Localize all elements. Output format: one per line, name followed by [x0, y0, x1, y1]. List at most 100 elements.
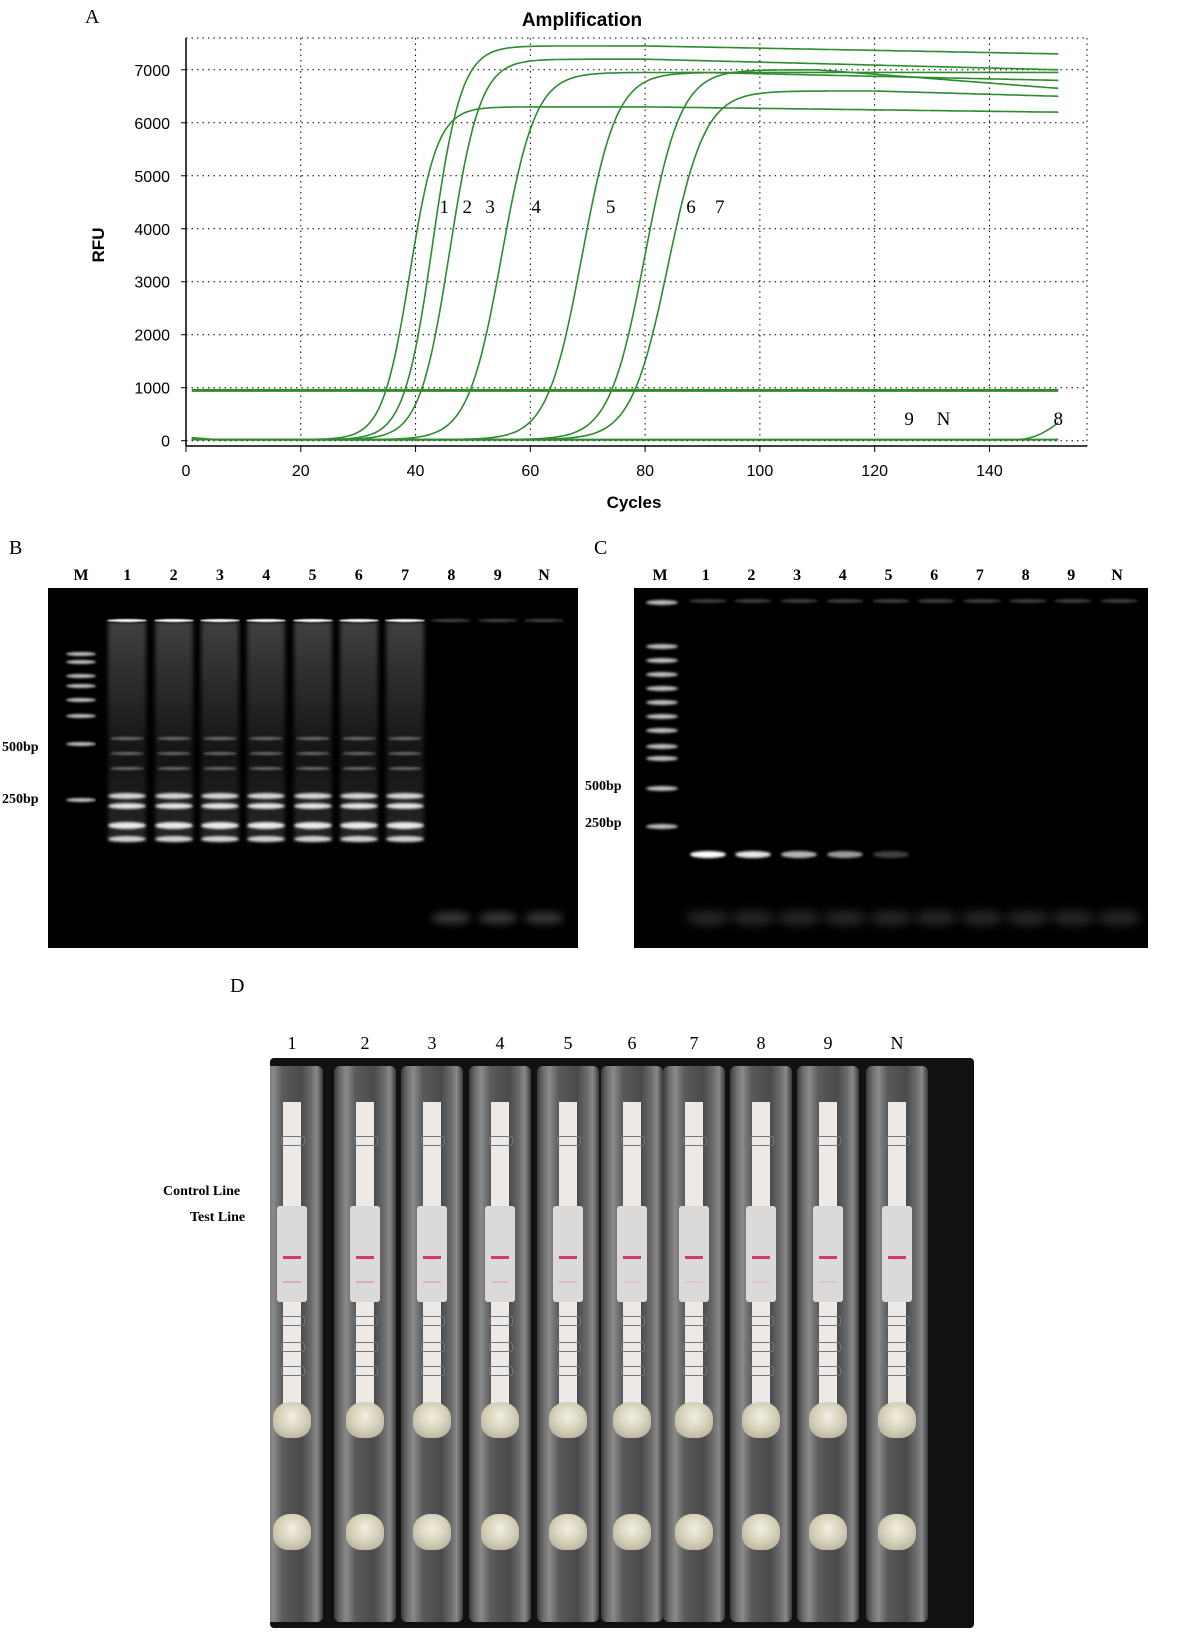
ladder-band — [66, 742, 96, 746]
gel-band — [108, 821, 147, 829]
gel-c-lane-label: 9 — [1067, 567, 1076, 584]
gel-band — [247, 836, 286, 842]
ladder-band — [646, 755, 678, 761]
test-strip-cassette — [537, 1066, 599, 1622]
y-tick-label: 3000 — [134, 275, 170, 292]
sample-cap — [481, 1514, 519, 1550]
cassette-notch — [750, 1366, 774, 1376]
ladder-band — [646, 599, 678, 605]
cassette-notch — [557, 1316, 581, 1326]
test-strip-cassette — [797, 1066, 859, 1622]
strip-window — [617, 1206, 647, 1302]
gel-b-lane-label: 8 — [447, 567, 456, 584]
ladder-band — [646, 823, 678, 829]
sample-cap — [742, 1514, 780, 1550]
cassette-notch — [683, 1366, 707, 1376]
cassette-notch — [421, 1366, 445, 1376]
cassette-notch — [557, 1136, 581, 1146]
panel-label-a: A — [85, 6, 100, 28]
x-tick-label: 0 — [182, 463, 191, 480]
gel-band — [156, 766, 191, 770]
gel-band — [156, 736, 191, 740]
strip-lane-label: 3 — [427, 1033, 437, 1053]
test-strip-cassette — [270, 1066, 323, 1622]
sample-cap — [481, 1402, 519, 1438]
gel-c-lane-label: 4 — [838, 567, 847, 584]
sample-cap — [273, 1514, 311, 1550]
cassette-notch — [557, 1342, 581, 1352]
gel-c-lane-label: 5 — [884, 567, 893, 584]
sample-cap — [346, 1514, 384, 1550]
gel-band — [295, 751, 330, 755]
gel-band — [386, 821, 425, 829]
ladder-band — [66, 698, 96, 702]
gel-band — [108, 836, 147, 842]
test-line — [623, 1281, 641, 1283]
test-line-label: Test Line — [190, 1210, 246, 1225]
gel-band — [341, 736, 376, 740]
strip-lane-label: 4 — [495, 1033, 505, 1053]
cassette-notch — [621, 1316, 645, 1326]
control-line-label: Control Line — [163, 1184, 241, 1199]
test-line — [491, 1281, 509, 1283]
chart-title: Amplification — [522, 10, 642, 31]
gel-b-lane-label: 5 — [308, 567, 317, 584]
gel-band — [386, 793, 425, 799]
lane-smear — [386, 622, 425, 842]
well-band — [688, 599, 727, 603]
y-tick-label: 0 — [161, 434, 170, 451]
chart-axes: 0 20 40 60 80 100 120 140 0 1000 2000 3000 4000 5000 6… — [134, 38, 1087, 480]
ladder-band — [646, 643, 678, 649]
well-band — [1008, 599, 1047, 603]
series-label-N: N — [937, 409, 951, 430]
gel-band — [339, 836, 378, 842]
amplicon-band — [689, 850, 726, 858]
series-label-8: 8 — [1054, 409, 1064, 430]
series-4 — [191, 71, 1059, 441]
cassette-notch — [886, 1342, 910, 1352]
gel-c-lane-label: 7 — [975, 567, 984, 584]
control-line — [623, 1256, 641, 1259]
x-tick-label: 100 — [747, 463, 774, 480]
series-label-9: 9 — [904, 409, 914, 430]
strip-window — [746, 1206, 776, 1302]
control-line — [423, 1256, 441, 1259]
strip-lane-label: 5 — [563, 1033, 573, 1053]
amplicon-band — [872, 850, 909, 858]
y-tick-label: 6000 — [134, 116, 170, 133]
gel-band — [200, 836, 239, 842]
cassette-notch — [421, 1316, 445, 1326]
gel-band — [388, 736, 423, 740]
gel-c-lane-label: 6 — [930, 567, 939, 584]
gel-band — [110, 736, 145, 740]
sample-cap — [675, 1514, 713, 1550]
gel-b-marker-500: 500bp — [2, 740, 39, 755]
x-tick-label: 60 — [521, 463, 539, 480]
strip-lane-label: 1 — [287, 1033, 297, 1053]
gel-c-marker-250: 250bp — [585, 816, 622, 831]
well-band — [1100, 599, 1138, 603]
gel-band — [339, 793, 378, 799]
y-tick-label: 5000 — [134, 169, 170, 186]
well-band — [431, 618, 472, 622]
gel-c-lane-label: 2 — [747, 567, 756, 584]
strip-lane-label: 9 — [823, 1033, 833, 1053]
strip-window — [350, 1206, 380, 1302]
series-label-7: 7 — [715, 197, 725, 218]
gel-band — [339, 803, 378, 809]
strip-lane-label: N — [890, 1033, 904, 1053]
test-strip-cassette — [601, 1066, 663, 1622]
test-strip-cassette — [469, 1066, 531, 1622]
ladder-band — [646, 685, 678, 691]
gel-c-lane-label: 1 — [701, 567, 710, 584]
lane-smear — [293, 622, 332, 842]
cassette-notch — [750, 1316, 774, 1326]
cassette-notch — [354, 1316, 378, 1326]
lane-smear — [108, 622, 147, 842]
ladder-band — [66, 714, 96, 718]
test-line — [752, 1281, 770, 1283]
gel-c-lane-label: N — [1111, 567, 1123, 584]
well-band — [1054, 599, 1093, 603]
cassette-notch — [817, 1136, 841, 1146]
cassette-notch — [421, 1136, 445, 1146]
